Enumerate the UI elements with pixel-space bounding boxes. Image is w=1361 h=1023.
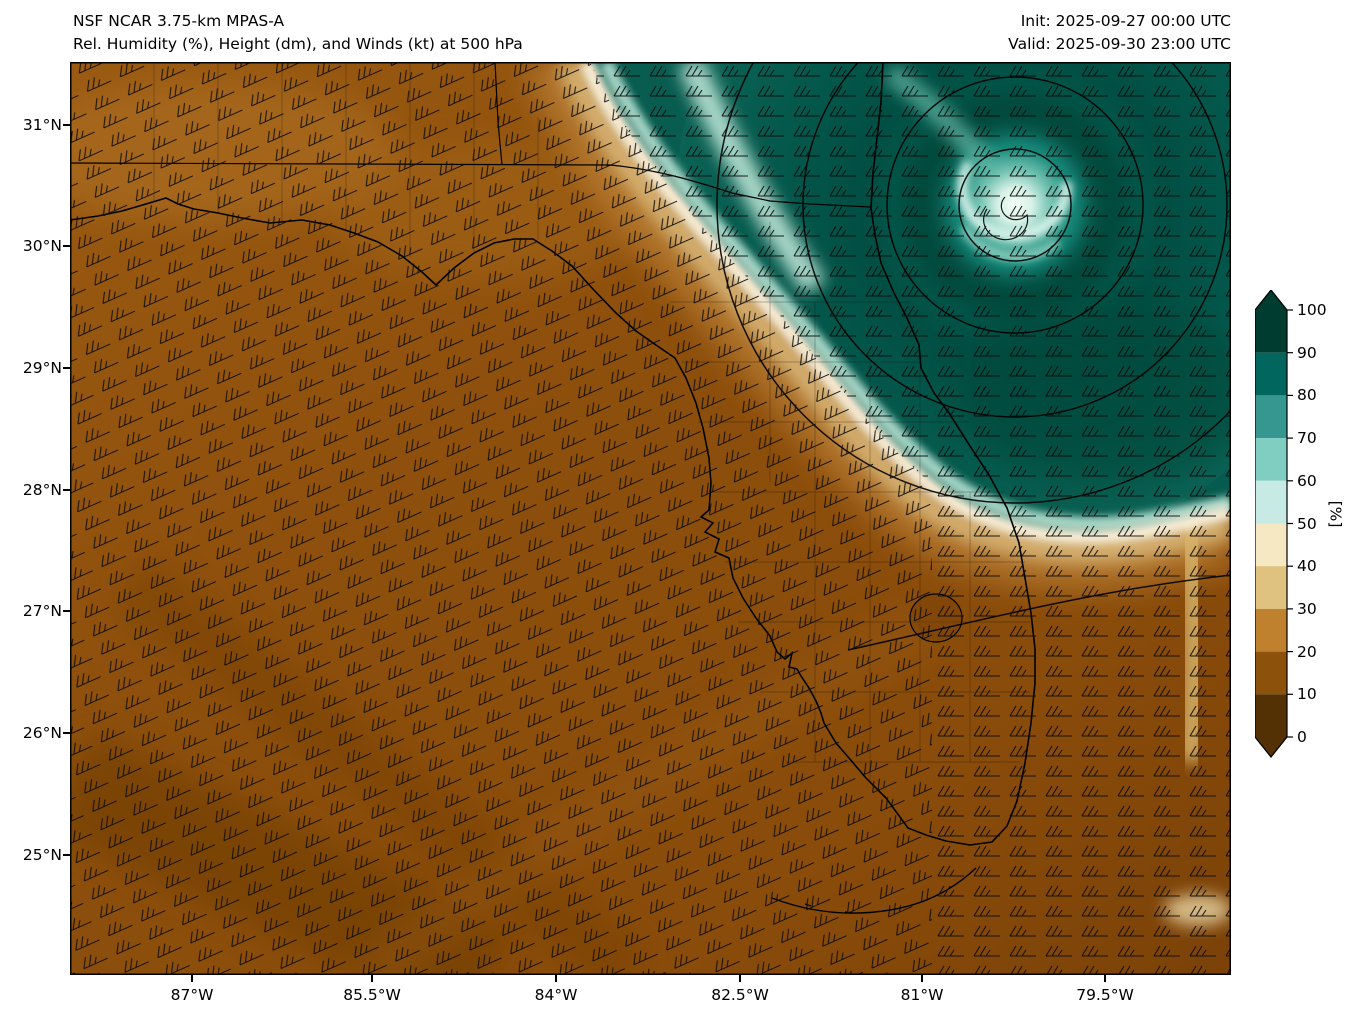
plot-title-model: NSF NCAR 3.75-km MPAS-A <box>73 12 285 30</box>
colorbar-tick-label: 50 <box>1297 514 1317 533</box>
colorbar-segment <box>1255 310 1287 353</box>
lat-tick-label: 28°N <box>22 481 62 499</box>
colorbar-tick-label: 30 <box>1297 599 1317 618</box>
colorbar-tick-label: 90 <box>1297 343 1317 362</box>
lon-tick-label: 79.5°W <box>1076 986 1134 1004</box>
lat-tick-label: 29°N <box>22 359 62 377</box>
colorbar-segment <box>1255 651 1287 695</box>
colorbar-tick-label: 60 <box>1297 471 1317 490</box>
lon-tick-label: 84°W <box>534 986 578 1004</box>
colorbar-tick-label: 10 <box>1297 685 1317 704</box>
colorbar-tick-marks <box>1287 309 1293 738</box>
y-tick-mark <box>63 732 70 734</box>
colorbar-svg <box>1254 289 1293 758</box>
y-tick-mark <box>63 489 70 491</box>
lat-tick-label: 26°N <box>22 724 62 742</box>
plot-border <box>70 62 1231 975</box>
colorbar-extend-high <box>1255 290 1287 310</box>
colorbar-tick-label: 40 <box>1297 557 1317 576</box>
y-tick-mark <box>63 854 70 856</box>
x-tick-mark <box>921 975 923 982</box>
init-time-label: Init: 2025-09-27 00:00 UTC <box>1020 12 1231 30</box>
x-tick-mark <box>371 975 373 982</box>
colorbar-segment <box>1255 694 1287 737</box>
plot-title-fields: Rel. Humidity (%), Height (dm), and Wind… <box>73 35 523 53</box>
x-tick-mark <box>191 975 193 982</box>
lat-tick-label: 25°N <box>22 846 62 864</box>
colorbar-tick-label: 20 <box>1297 642 1317 661</box>
valid-time-label: Valid: 2025-09-30 23:00 UTC <box>1008 35 1231 53</box>
lon-tick-label: 81°W <box>900 986 944 1004</box>
colorbar-segment <box>1255 352 1287 396</box>
lon-tick-label: 87°W <box>170 986 214 1004</box>
colorbar-extend-low <box>1255 737 1287 757</box>
x-tick-mark <box>555 975 557 982</box>
colorbar-segment <box>1255 438 1287 481</box>
lat-tick-label: 31°N <box>22 116 62 134</box>
colorbar-tick-label: 0 <box>1297 728 1307 746</box>
colorbar-segment <box>1255 395 1287 439</box>
colorbar-tick-label: 70 <box>1297 429 1317 448</box>
y-tick-mark <box>63 610 70 612</box>
y-tick-mark <box>63 367 70 369</box>
colorbar-tick-label: 80 <box>1297 386 1317 405</box>
lon-tick-label: 82.5°W <box>711 986 769 1004</box>
colorbar-segment <box>1255 523 1287 567</box>
weather-map-svg <box>20 0 1314 1023</box>
x-tick-mark <box>1104 975 1106 982</box>
y-tick-mark <box>63 245 70 247</box>
lat-tick-label: 27°N <box>22 602 62 620</box>
colorbar-segment <box>1255 566 1287 609</box>
colorbar-units-label: [%] <box>1326 500 1345 528</box>
colorbar: 100 90 80 70 60 50 40 30 20 10 0 <box>1254 289 1361 760</box>
colorbar-segment <box>1255 480 1287 524</box>
y-tick-mark <box>63 124 70 126</box>
x-tick-mark <box>739 975 741 982</box>
lat-tick-label: 30°N <box>22 237 62 255</box>
map-canvas <box>20 0 1314 1023</box>
colorbar-tick-label: 100 <box>1297 301 1327 319</box>
lon-tick-label: 85.5°W <box>343 986 401 1004</box>
colorbar-segment <box>1255 608 1287 652</box>
